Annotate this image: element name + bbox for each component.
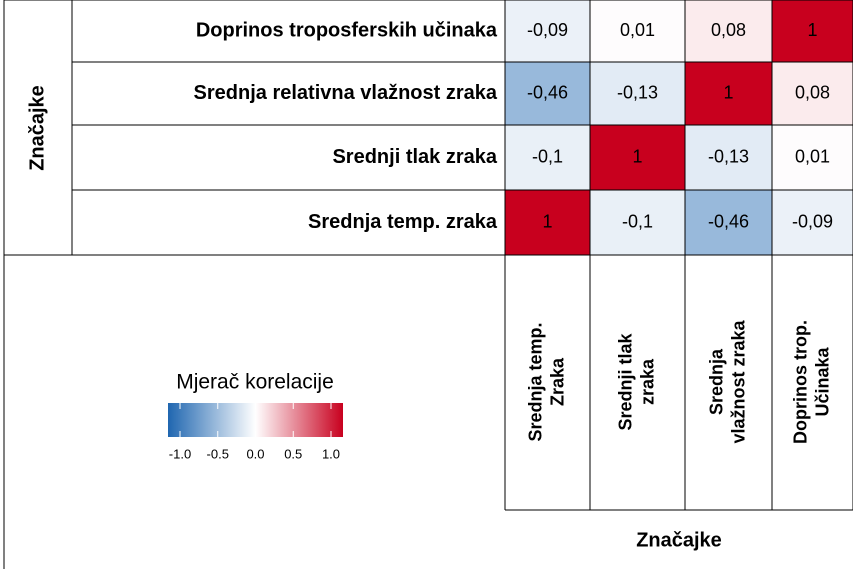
- cell-label: 1: [807, 20, 817, 40]
- cell-label: 1: [542, 211, 552, 231]
- cell-label: 1: [632, 146, 642, 166]
- cell: [772, 0, 853, 62]
- cell: [772, 62, 853, 125]
- cell-label: -0,09: [792, 211, 833, 231]
- colorbar-tick-label: 1.0: [322, 446, 340, 461]
- cell: [590, 125, 685, 190]
- cell-label: 0,01: [620, 20, 655, 40]
- cell: [685, 62, 772, 125]
- cell: [505, 125, 590, 190]
- cell-label: -0,13: [617, 82, 658, 102]
- cell: [685, 190, 772, 255]
- cell: [685, 0, 772, 62]
- column-label-line: Srednji tlak: [615, 332, 635, 430]
- row-label: Srednja temp. zraka: [308, 211, 498, 233]
- cell-label: 1: [723, 82, 733, 102]
- cell: [505, 190, 590, 255]
- cell-label: -0,1: [622, 211, 653, 231]
- colorbar-tick-label: -1.0: [169, 446, 191, 461]
- cell-label: -0,46: [708, 211, 749, 231]
- row-label: Doprinos troposferskih učinaka: [196, 19, 498, 41]
- cell: [772, 190, 853, 255]
- cell: [590, 190, 685, 255]
- column-label-line: Srednja temp.: [525, 322, 545, 441]
- cell-label: 0,08: [711, 20, 746, 40]
- row-label: Srednji tlak zraka: [332, 146, 497, 168]
- row-label: Srednja relativna vlažnost zraka: [194, 82, 498, 104]
- cell-label: -0,09: [527, 20, 568, 40]
- colorbar-tick-label: 0.5: [284, 446, 302, 461]
- column-label-line: Zraka: [547, 357, 567, 406]
- cell: [685, 125, 772, 190]
- column-label: Doprinos trop. Učinaka: [790, 320, 832, 444]
- column-label: Srednja vlažnost zraka: [706, 319, 748, 443]
- column-label-line: Učinaka: [812, 346, 832, 416]
- cell: [772, 125, 853, 190]
- colorbar-tick-label: -0.5: [207, 446, 229, 461]
- column-label-line: Doprinos trop.: [790, 320, 810, 444]
- cell: [505, 62, 590, 125]
- cell-label: -0,1: [532, 146, 563, 166]
- cell-label: 0,01: [795, 146, 830, 166]
- cell: [590, 62, 685, 125]
- colorbar-tick-label: 0.0: [246, 446, 264, 461]
- cell-label: -0,13: [708, 146, 749, 166]
- column-label: Srednja temp. Zraka: [525, 322, 567, 441]
- cell-label: -0,46: [527, 82, 568, 102]
- column-label-line: vlažnost zraka: [728, 319, 748, 443]
- y-axis-label: Značajke: [26, 85, 48, 171]
- cell: [590, 0, 685, 62]
- column-label: Srednji tlak zraka: [615, 332, 657, 430]
- column-label-line: zraka: [637, 358, 657, 405]
- column-label-line: Srednja: [706, 348, 726, 415]
- cell-label: 0,08: [795, 82, 830, 102]
- cell: [505, 0, 590, 62]
- x-axis-label: Značajke: [636, 529, 722, 551]
- colorbar-title: Mjerač korelacije: [176, 371, 334, 394]
